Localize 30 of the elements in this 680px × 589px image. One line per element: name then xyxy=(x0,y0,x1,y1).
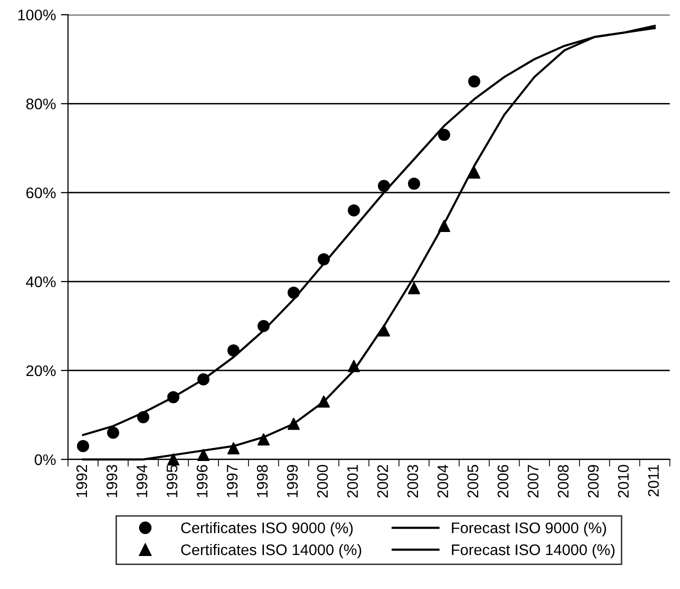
legend-label: Certificates ISO 14000 (%) xyxy=(181,544,362,558)
x-tick-label: 2000 xyxy=(317,464,328,498)
x-tick-label: 2007 xyxy=(528,465,538,498)
x-tick-label: 1998 xyxy=(256,464,268,498)
x-tick-label: 2009 xyxy=(588,465,599,498)
x-tick-label: 2010 xyxy=(618,464,629,498)
y-tick-label: 100% xyxy=(18,10,56,20)
legend-label: Forecast ISO 9000 (%) xyxy=(452,522,606,536)
x-tick-label: 2002 xyxy=(377,465,388,498)
y-tick-label: 80% xyxy=(26,98,56,110)
x-tick-label: 2008 xyxy=(558,464,569,498)
x-tick-label: 1992 xyxy=(76,465,88,498)
x-tick-label: 2005 xyxy=(468,464,478,498)
x-tick-label: 2001 xyxy=(347,465,358,498)
legend-label: Forecast ISO 14000 (%) xyxy=(452,544,615,558)
x-tick-label: 1999 xyxy=(286,465,298,498)
legend-label: Certificates ISO 9000 (%) xyxy=(181,522,353,536)
x-tick-label: 1996 xyxy=(196,464,208,498)
x-tick-label: 1997 xyxy=(226,465,238,498)
x-tick-label: 2006 xyxy=(498,464,508,498)
x-tick-label: 2004 xyxy=(437,464,448,498)
x-tick-label: 2003 xyxy=(407,464,418,498)
y-tick-label: 60% xyxy=(26,187,56,198)
y-tick-label: 0% xyxy=(34,454,56,466)
x-tick-label: 1994 xyxy=(136,464,148,498)
x-tick-label: 1993 xyxy=(106,464,118,498)
y-tick-label: 40% xyxy=(26,276,56,288)
x-tick-label: 1995 xyxy=(166,464,178,498)
x-tick-label: 2011 xyxy=(648,465,659,496)
y-tick-label: 20% xyxy=(26,365,56,376)
